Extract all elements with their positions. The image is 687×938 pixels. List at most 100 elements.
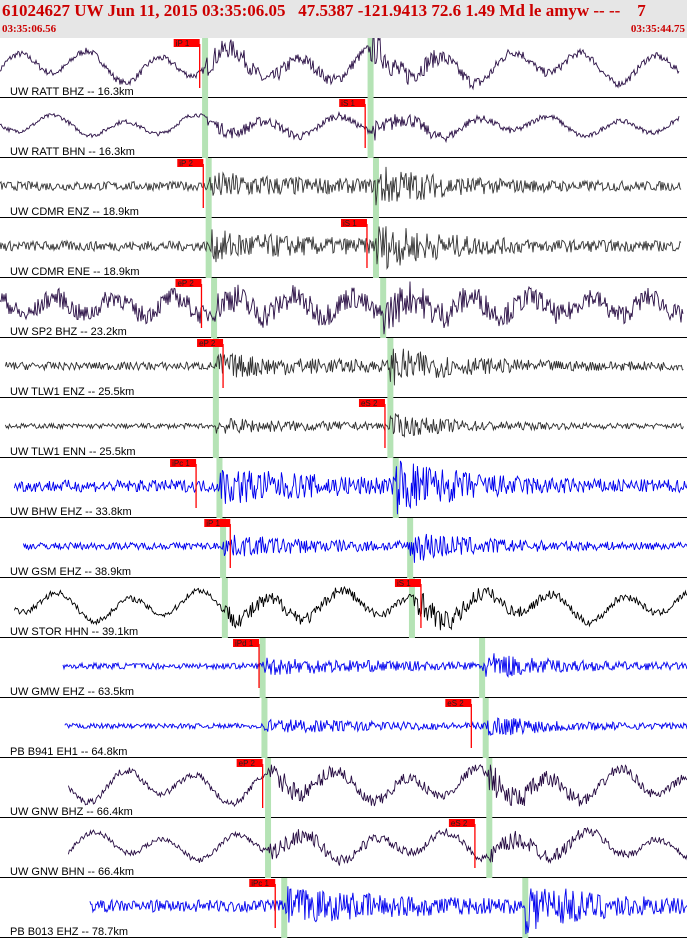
pick-label: eS 2 xyxy=(361,399,378,408)
pick-flag xyxy=(236,759,263,767)
trace-panel: iP 1 UW RATT BHZ -- 16.3km xyxy=(0,38,687,98)
pick-label: iP 2 xyxy=(179,159,193,168)
trace-panel: eS 2 UW TLW1 ENN -- 25.5km xyxy=(0,398,687,458)
pick-label: eS 2 xyxy=(451,819,468,828)
waveform xyxy=(13,460,687,515)
trace-panel: iPc 1 PB B013 EHZ -- 78.7km xyxy=(0,878,687,938)
trace-label: UW CDMR ENZ -- 18.9km xyxy=(10,206,139,218)
pick-label: iS 1 xyxy=(341,99,355,108)
waveform xyxy=(67,826,687,866)
pick-label: iPd 1 xyxy=(235,639,254,648)
trace-panel: iP 1 UW GSM EHZ -- 38.9km xyxy=(0,518,687,578)
arrival-band xyxy=(408,578,415,638)
pick-flag xyxy=(173,39,200,47)
arrival-band xyxy=(387,338,394,398)
trace-label: UW GNW BHN -- 66.4km xyxy=(10,866,134,878)
trace-panel: eS 2 PB B941 EH1 -- 64.8km xyxy=(0,698,687,758)
pick-flag xyxy=(170,459,197,467)
trace-panel: eP 2 UW TLW1 ENZ -- 25.5km xyxy=(0,338,687,398)
trace-label: PB B013 EHZ -- 78.7km xyxy=(10,926,128,938)
waveform xyxy=(0,38,680,91)
pick-flag xyxy=(339,99,366,107)
arrival-band xyxy=(367,38,374,98)
start-time: 03:35:06.56 xyxy=(2,23,57,35)
trace-label: UW STOR HHN -- 39.1km xyxy=(10,626,138,638)
pick-label: eP 2 xyxy=(239,759,256,768)
trace-label: UW CDMR ENE -- 18.9km xyxy=(10,266,140,278)
waveform xyxy=(89,886,687,935)
pick-flag xyxy=(204,519,231,527)
trace-label: UW GNW BHZ -- 66.4km xyxy=(10,806,133,818)
pick-label: iP 1 xyxy=(176,39,190,48)
waveform xyxy=(13,585,687,631)
arrival-band xyxy=(212,338,219,398)
waveform xyxy=(0,166,682,206)
end-time: 03:35:44.75 xyxy=(630,23,685,35)
trace-label: UW BHW EHZ -- 33.8km xyxy=(10,506,132,518)
arrival-band xyxy=(367,98,374,158)
waveform xyxy=(67,764,687,808)
pick-label: iP 1 xyxy=(206,519,220,528)
waveform xyxy=(64,717,687,737)
arrival-band xyxy=(211,278,218,338)
waveform xyxy=(22,533,687,563)
arrival-band xyxy=(205,158,212,218)
waveform xyxy=(4,348,684,386)
arrival-band xyxy=(220,518,227,578)
trace-label: UW TLW1 ENN -- 25.5km xyxy=(10,446,136,458)
trace-panel: iP 2 UW CDMR ENZ -- 18.9km xyxy=(0,158,687,218)
trace-label: UW GMW EHZ -- 63.5km xyxy=(10,686,134,698)
pick-flag xyxy=(394,579,421,587)
pick-label: iPc 1 xyxy=(172,459,190,468)
header-bar: 61024627 UW Jun 11, 2015 03:35:06.05 47.… xyxy=(0,0,687,38)
pick-flag xyxy=(445,699,472,707)
waveform xyxy=(0,281,684,335)
arrival-band xyxy=(265,758,272,818)
arrival-band xyxy=(482,698,489,758)
trace-panel: eP 2 UW GNW BHZ -- 66.4km xyxy=(0,758,687,818)
trace-panel: eS 2 UW GNW BHN -- 66.4km xyxy=(0,818,687,878)
arrival-band xyxy=(281,878,288,938)
waveform xyxy=(4,412,684,438)
trace-label: UW GSM EHZ -- 38.9km xyxy=(10,566,131,578)
pick-label: eP 2 xyxy=(177,279,194,288)
waveform xyxy=(0,111,680,144)
arrival-band xyxy=(387,398,394,458)
trace-panel: iPc 1 UW BHW EHZ -- 33.8km xyxy=(0,458,687,518)
waveform xyxy=(0,226,682,270)
trace-label: UW RATT BHZ -- 16.3km xyxy=(10,86,134,98)
trace-label: UW TLW1 ENZ -- 25.5km xyxy=(10,386,134,398)
pick-label: iS 1 xyxy=(397,579,411,588)
trace-label: UW SP2 BHZ -- 23.2km xyxy=(10,326,127,338)
waveform xyxy=(62,653,687,678)
trace-panel: iS 1 UW STOR HHN -- 39.1km xyxy=(0,578,687,638)
trace-panel: iS 1 UW RATT BHN -- 16.3km xyxy=(0,98,687,158)
pick-label: eS 2 xyxy=(447,699,464,708)
arrival-band xyxy=(259,638,266,698)
arrival-band xyxy=(372,158,379,218)
pick-flag xyxy=(175,279,202,287)
seismogram-plot: iP 1 UW RATT BHZ -- 16.3km iS 1 UW RATT BHN… xyxy=(0,38,687,938)
trace-label: PB B941 EH1 -- 64.8km xyxy=(10,746,127,758)
pick-flag xyxy=(233,639,260,647)
trace-label: UW RATT BHN -- 16.3km xyxy=(10,146,135,158)
event-title: 61024627 UW Jun 11, 2015 03:35:06.05 47.… xyxy=(2,1,646,20)
pick-flag xyxy=(197,339,224,347)
pick-label: iPc 1 xyxy=(251,879,269,888)
arrival-band xyxy=(205,218,212,278)
arrival-band xyxy=(380,278,387,338)
pick-flag xyxy=(340,219,367,227)
arrival-band xyxy=(522,878,529,938)
arrival-band xyxy=(392,458,399,518)
pick-flag xyxy=(177,159,204,167)
trace-panel: eP 2 UW SP2 BHZ -- 23.2km xyxy=(0,278,687,338)
trace-panel: iPd 1 UW GMW EHZ -- 63.5km xyxy=(0,638,687,698)
pick-flag xyxy=(358,399,385,407)
pick-flag xyxy=(448,819,475,827)
arrival-band xyxy=(486,818,493,878)
pick-label: eP 2 xyxy=(199,339,216,348)
pick-label: iS 1 xyxy=(343,219,357,228)
arrival-band xyxy=(202,98,209,158)
pick-flag xyxy=(249,879,276,887)
trace-panel: iS 1 UW CDMR ENE -- 18.9km xyxy=(0,218,687,278)
